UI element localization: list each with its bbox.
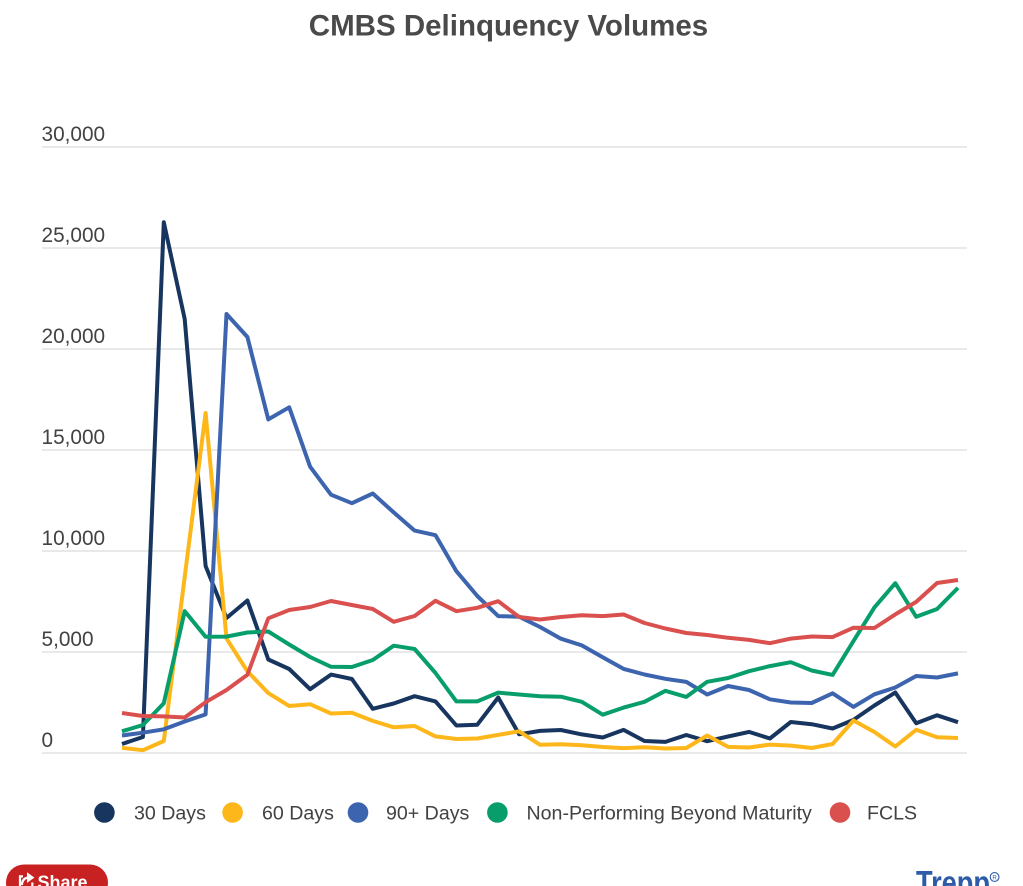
svg-text:30 Days: 30 Days (134, 802, 206, 824)
svg-text:10,000: 10,000 (42, 527, 106, 550)
svg-text:CMBS Delinquency Volumes: CMBS Delinquency Volumes (309, 10, 708, 43)
svg-text:25,000: 25,000 (42, 224, 106, 247)
svg-text:15,000: 15,000 (42, 426, 106, 449)
svg-text:Trepp: Trepp (916, 864, 990, 886)
svg-text:90+ Days: 90+ Days (386, 802, 470, 824)
svg-text:0: 0 (42, 729, 54, 752)
svg-text:20,000: 20,000 (42, 325, 106, 348)
svg-text:5,000: 5,000 (42, 628, 94, 651)
svg-text:60 Days: 60 Days (262, 802, 334, 824)
svg-text:30,000: 30,000 (42, 123, 106, 146)
svg-text:FCLS: FCLS (867, 802, 917, 824)
svg-text:R: R (992, 875, 997, 882)
svg-text:Share: Share (38, 873, 88, 886)
svg-text:Non-Performing Beyond Maturity: Non-Performing Beyond Maturity (527, 802, 813, 824)
